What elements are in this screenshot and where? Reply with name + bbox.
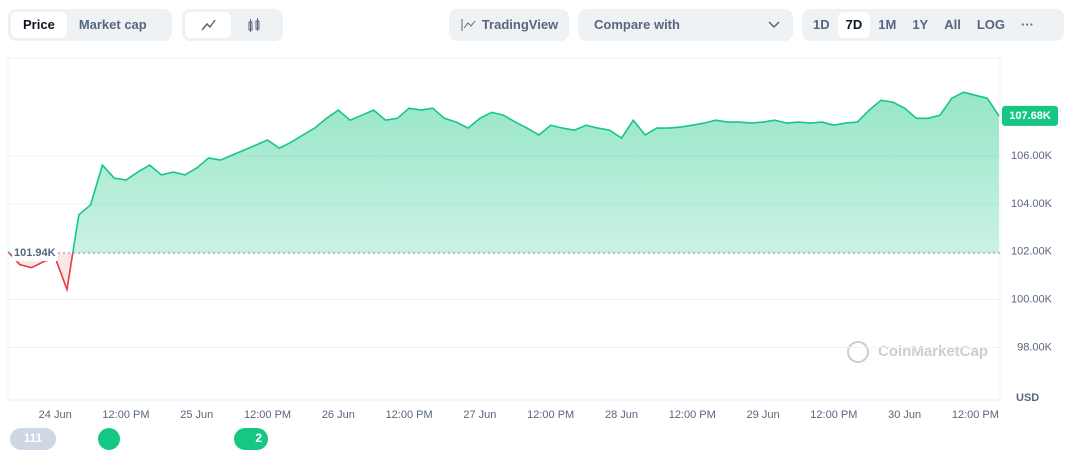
x-tick-label: 12:00 PM <box>386 409 433 421</box>
reference-label: 101.94K <box>14 247 56 259</box>
event-count: 111 <box>23 431 43 445</box>
current-price-label: 107.68K <box>1009 110 1051 122</box>
reference-badge <box>12 245 58 262</box>
x-tick-label: 24 Jun <box>39 409 72 421</box>
range-button[interactable]: 7D <box>837 12 871 38</box>
metric-toggle: Price Market cap <box>8 9 172 41</box>
y-tick-label: 102.00K <box>1011 246 1053 258</box>
candle-icon <box>248 18 260 32</box>
tradingview-label: TradingView <box>481 17 559 32</box>
compare-select[interactable]: Compare with <box>578 9 793 41</box>
x-tick-label: 30 Jun <box>888 409 921 421</box>
x-tick-label: 26 Jun <box>322 409 355 421</box>
current-price-badge <box>1002 105 1058 126</box>
x-tick-label: 12:00 PM <box>810 409 857 421</box>
price-line-below <box>8 253 74 293</box>
x-tick-label: 27 Jun <box>463 409 496 421</box>
x-tick-label: 12:00 PM <box>102 409 149 421</box>
plot-frame <box>7 57 1001 401</box>
y-tick-label: 104.00K <box>1011 198 1053 210</box>
currency-label: USD <box>1016 392 1039 404</box>
y-tick-label: 100.00K <box>1011 293 1053 305</box>
watermark-logo <box>847 341 869 363</box>
candle-style-button[interactable] <box>231 12 277 38</box>
news-icon[interactable] <box>98 428 120 450</box>
price-line <box>7 91 1000 254</box>
line-icon <box>201 19 216 31</box>
watermark: CoinMarketCap <box>878 343 988 360</box>
x-tick-label: 12:00 PM <box>527 409 574 421</box>
compare-label: Compare with <box>594 17 680 32</box>
line-style-button[interactable] <box>185 12 231 38</box>
range-button[interactable]: 1Y <box>912 17 929 32</box>
event-badge[interactable]: 111 <box>10 428 56 450</box>
range-toggle: 1D 7D 1M 1Y All LOG ··· <box>802 9 1064 41</box>
range-button[interactable]: All <box>944 17 961 32</box>
tradingview-button[interactable]: TradingView <box>449 9 569 41</box>
price-tab[interactable]: Price <box>11 12 67 38</box>
x-tick-label: 12:00 PM <box>244 409 291 421</box>
market-cap-tab[interactable]: Market cap <box>78 17 147 32</box>
range-button[interactable]: LOG <box>976 17 1006 32</box>
price-area <box>8 92 999 254</box>
tv-icon <box>461 19 476 31</box>
x-tick-label: 12:00 PM <box>669 409 716 421</box>
x-tick-label: 29 Jun <box>747 409 780 421</box>
x-tick-label: 12:00 PM <box>952 409 999 421</box>
y-tick-label: 98.00K <box>1017 341 1053 353</box>
y-tick-label: 106.00K <box>1011 150 1053 162</box>
range-button[interactable]: 1M <box>878 17 897 32</box>
price-area-below <box>9 253 73 290</box>
x-tick-label: 28 Jun <box>605 409 638 421</box>
news-count: 2 <box>255 431 262 445</box>
x-tick-label: 25 Jun <box>180 409 213 421</box>
chart-style-toggle <box>182 9 283 41</box>
chevron <box>768 21 780 29</box>
range-button[interactable]: ··· <box>1021 17 1035 32</box>
news-badge[interactable]: 2 <box>234 428 268 450</box>
range-button[interactable]: 1D <box>813 17 830 32</box>
